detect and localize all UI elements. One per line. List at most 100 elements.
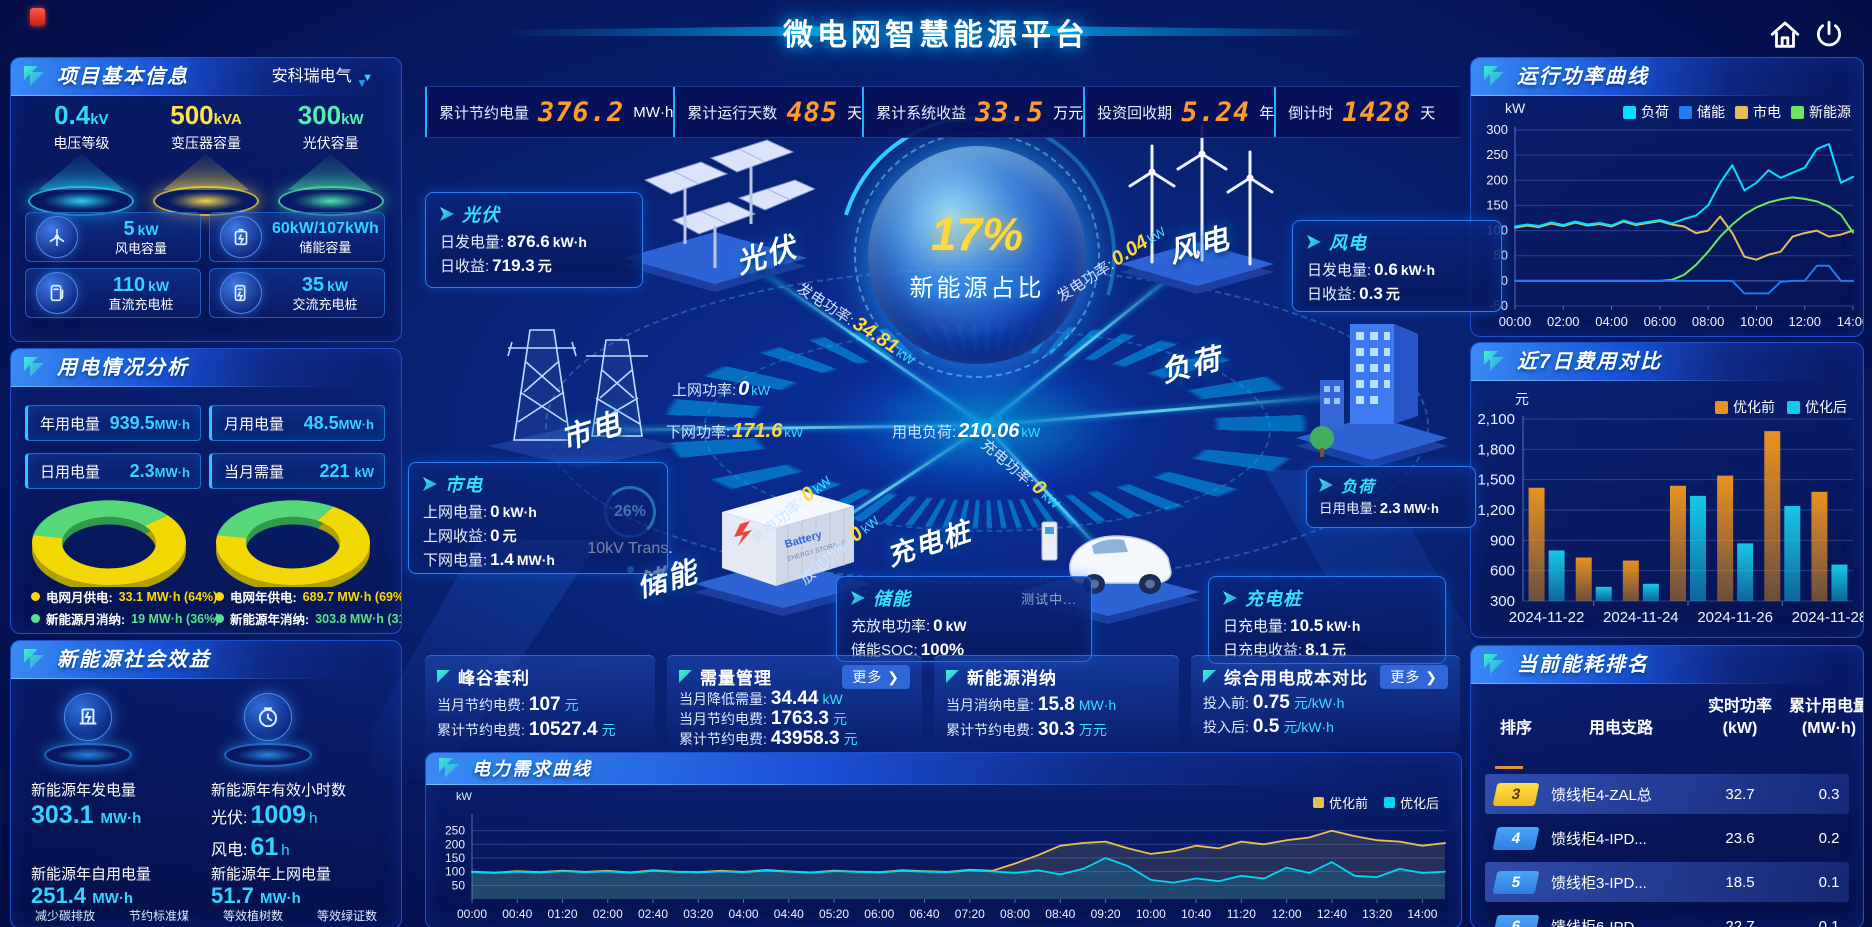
battery-storage-icon: Battery ENERGY STORAGE (694, 490, 872, 616)
kpi-run-days: 累计运行天数 485 天 (673, 87, 862, 137)
kpi-collapse-caret[interactable]: ▼ (356, 76, 368, 90)
y-axis-label: 元 (1515, 391, 1529, 407)
kpi-countdown: 倒计时 1428 天 (1274, 87, 1460, 137)
usage-analysis-header: 用电情况分析 (11, 349, 401, 387)
kpi-bar: 累计节约电量 376.2 MW·h 累计运行天数 485 天 累计系统收益 33… (425, 86, 1460, 138)
svg-text:00:00: 00:00 (1499, 314, 1532, 329)
cost-bar-chart: 300 600 900 1,200 1,500 1,800 2,100 2024-11-22 2… (1477, 413, 1863, 626)
project-info-panel: 项目基本信息 安科瑞电气 ▼ 0.4kV 电压等级 500kVA 变压器容量 3… (10, 57, 402, 342)
power-icon[interactable] (1812, 18, 1846, 52)
table-row: 5 馈线柜3-IPD... 18.5 0.1 (1485, 862, 1849, 902)
light-beam (162, 154, 249, 190)
panel-corner-icon (1484, 66, 1504, 86)
legend-grid-year: 电网年供电: 689.7 MW·h (69%) (215, 587, 401, 606)
rank-badge: 3 (1492, 782, 1540, 806)
legend-item[interactable]: 负荷 (1623, 102, 1669, 122)
legend-item[interactable]: 市电 (1735, 102, 1781, 122)
day-usage-box: 日用电量 2.3MW·h (25, 453, 201, 489)
load-building-icon (1296, 324, 1448, 468)
usage-analysis-panel: 用电情况分析 年用电量 939.5MW·h 月用电量 48.5MW·h 日用电量 2.… (10, 348, 402, 634)
y-axis-label: kW (456, 791, 472, 803)
legend-renew-year: 新能源年消纳: 303.8 MW·h (31%) (215, 609, 401, 628)
solar-array-icon (623, 139, 815, 292)
legend-item[interactable]: 优化后 (1787, 397, 1847, 417)
battery-icon (220, 216, 262, 258)
pv-hours: 光伏: 1009 h (211, 801, 318, 829)
panel-corner-icon (24, 66, 44, 86)
month-demand-box: 当月需量 221 kW (209, 453, 385, 489)
panel-title: 电力需求曲线 (472, 759, 592, 779)
svg-text:12:40: 12:40 (1317, 907, 1347, 921)
cost-compare-panel: 近7日费用对比 元 优化前 优化后 300 600 900 1,200 1,500 1,8… (1470, 342, 1864, 638)
stat-label: 新能源年发电量 (31, 782, 137, 799)
legend-item[interactable]: 储能 (1679, 102, 1725, 122)
page-title: 微电网智慧能源平台 (783, 19, 1089, 52)
svg-text:2024-11-24: 2024-11-24 (1603, 609, 1679, 626)
svg-text:200: 200 (1486, 172, 1508, 187)
generation-pedestal (33, 693, 143, 767)
testing-note: 测试中... (1021, 591, 1077, 607)
svg-text:11:20: 11:20 (1227, 907, 1256, 921)
legend-item[interactable]: 优化前 (1312, 793, 1368, 812)
month-donut-chart (32, 500, 186, 587)
company-name: 安科瑞电气 (271, 68, 352, 85)
stat-value: 303.1 MW·h (31, 801, 142, 829)
co2-stat: 减少碳排放176.1 t (34, 909, 95, 927)
legend-item[interactable]: 优化后 (1383, 793, 1439, 812)
power-line-chart: -5005010015020025030000:0002:0004:0006:0… (1486, 122, 1863, 329)
stat-label: 新能源年上网电量 (211, 866, 332, 883)
table-row: 4 馈线柜4-IPD... 23.6 0.2 (1485, 818, 1849, 858)
wind-turbine-icon (36, 216, 78, 258)
svg-text:05:20: 05:20 (819, 907, 849, 921)
demand-management-card: 需量管理 更多 ❯ 当月降低需量: 34.44 kW 当月节约电费: 1763.3 元 … (667, 655, 922, 749)
svg-text:100: 100 (445, 865, 465, 879)
rank-badge: 5 (1492, 870, 1540, 894)
svg-text:50: 50 (452, 878, 466, 892)
legend-item[interactable]: 新能源 (1791, 102, 1851, 122)
more-button[interactable]: 更多 ❯ (842, 664, 910, 689)
title-decor-left (500, 26, 830, 36)
demand-curve-panel: 电力需求曲线 kW 优化前 优化后 50 100 150 200 250 00:00 00:… (425, 752, 1462, 927)
power-legend: 负荷 储能 市电 新能源 (1623, 102, 1851, 122)
peak-valley-card: 峰谷套利 当月节约电费: 107 元 累计节约电费: 10527.4 元 (425, 655, 655, 749)
cost-comparison-card: 综合用电成本对比 更多 ❯ 投入前: 0.75 元/kW·h 投入后: 0.5 元/kW… (1191, 655, 1460, 749)
company-selector[interactable]: 安科瑞电气 ▼ (272, 58, 373, 97)
energy-ranking-header: 当前能耗排名 (1471, 646, 1863, 684)
panel-title: 运行功率曲线 (1517, 66, 1649, 88)
wind-capacity-stat: 5 kW 风电容量 (25, 212, 201, 262)
clock-icon (244, 693, 292, 741)
svg-text:250: 250 (1486, 147, 1508, 162)
glow-base (44, 743, 132, 767)
svg-text:10:00: 10:00 (1740, 314, 1773, 329)
svg-text:00:40: 00:40 (502, 907, 532, 921)
certs-stat: 等效绿证数303 张 (316, 909, 377, 927)
svg-text:1,200: 1,200 (1477, 502, 1515, 519)
legend-grid-month: 电网月供电: 33.1 MW·h (64%) (31, 587, 217, 606)
browser-badge-icon (30, 8, 45, 26)
svg-text:13:20: 13:20 (1362, 907, 1392, 921)
home-icon[interactable] (1768, 18, 1802, 52)
ac-charger-icon (220, 272, 262, 314)
svg-text:150: 150 (445, 851, 465, 865)
panel-corner-icon (1484, 654, 1504, 674)
grid-info-card: 市电 上网电量: 0 kW·h 上网收益: 0 元 下网电量: 1.4 MW·h (408, 462, 668, 574)
year-donut-chart (216, 500, 370, 587)
light-beam (287, 154, 374, 190)
power-curve-panel: 运行功率曲线 kW 负荷 储能 市电 新能源 -5005010015020025… (1470, 57, 1864, 337)
svg-text:2024-11-22: 2024-11-22 (1509, 609, 1585, 626)
chevron-right-icon (1319, 478, 1333, 492)
card-corner-icon (437, 670, 450, 683)
y-axis-label: kW (1505, 100, 1526, 116)
svg-text:03:20: 03:20 (683, 907, 713, 921)
kpi-payback-period: 投资回收期 5.24 年 (1083, 87, 1274, 137)
table-row: 6 馈线柜6-IPD 22.7 0.1 (1485, 906, 1849, 927)
panel-corner-icon (24, 649, 44, 669)
more-button[interactable]: 更多 ❯ (1380, 664, 1448, 689)
legend-item[interactable]: 优化前 (1715, 397, 1775, 417)
coal-stat: 节约标准煤91.7 t (128, 909, 189, 927)
svg-text:02:00: 02:00 (1547, 314, 1580, 329)
svg-text:06:40: 06:40 (910, 907, 940, 921)
demand-legend: 优化前 优化后 (1312, 793, 1439, 812)
svg-text:12:00: 12:00 (1272, 907, 1302, 921)
energy-ranking-panel: 当前能耗排名 排序 用电支路 实时功率 (kW) 累计用电量 (MW·h) 3 馈线… (1470, 645, 1864, 927)
